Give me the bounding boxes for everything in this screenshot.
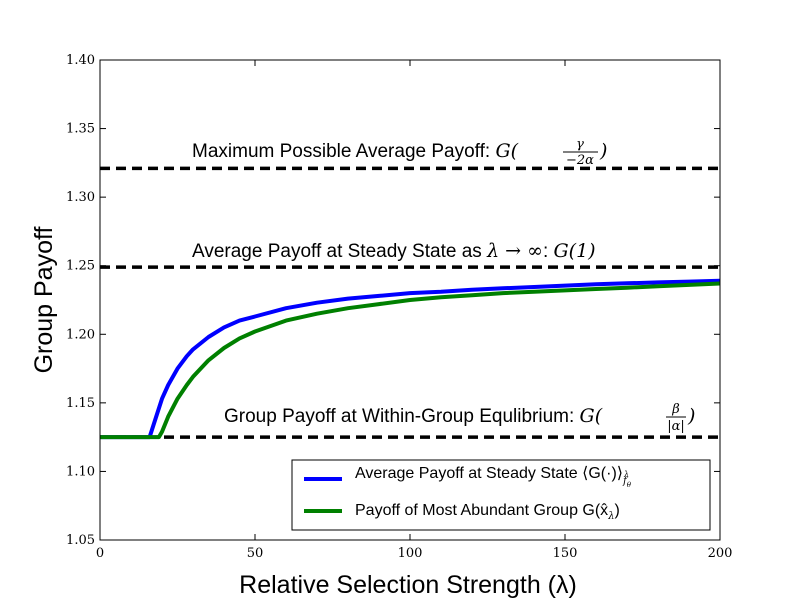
ref-fraction-within-group: β |α| ) — [666, 402, 695, 434]
y-tick-label: 1.30 — [66, 190, 95, 205]
fraction-denominator: |α| — [667, 419, 685, 434]
x-tick-label: 0 — [96, 546, 104, 561]
fraction-numerator: β — [671, 402, 680, 417]
series-line-1 — [100, 281, 721, 440]
reference-lines — [100, 166, 720, 439]
x-tick-label: 50 — [247, 546, 264, 561]
legend-frame — [291, 459, 711, 531]
ref-label-within-group: Group Payoff at Within-Group Equlibrium:… — [224, 405, 603, 427]
x-axis-title: Relative Selection Strength (λ) — [239, 571, 577, 599]
axis-ticks: 0 50 100 150 200 1.05 1.10 1.15 1.20 1.25 1.30 1.35… — [66, 53, 732, 561]
y-axis-title: Group Payoff — [30, 227, 58, 374]
legend-label-most-abundant: Payoff of Most Abundant Group G(x̂λ) — [355, 502, 620, 522]
x-tick-label: 200 — [708, 546, 733, 561]
ref-label-steady-state: Average Payoff at Steady State as λ → ∞:… — [192, 240, 596, 262]
legend-label-average-payoff: Average Payoff at Steady State ⟨G(·)⟩fθλ — [355, 465, 632, 489]
series-line-0 — [100, 278, 721, 440]
x-tick-label: 100 — [398, 546, 423, 561]
ref-math-suffix: ) — [687, 405, 695, 427]
y-tick-label: 1.05 — [66, 533, 95, 548]
y-tick-label: 1.10 — [66, 464, 95, 479]
series-lines — [100, 278, 721, 440]
x-tick-label: 150 — [553, 546, 578, 561]
ref-label-maximum: Maximum Possible Average Payoff: G( — [192, 140, 519, 162]
y-tick-label: 1.20 — [66, 327, 95, 342]
y-tick-label: 1.35 — [66, 122, 95, 137]
ref-math-suffix: ) — [599, 140, 607, 162]
y-tick-label: 1.15 — [66, 396, 95, 411]
fraction-denominator: −2α — [566, 153, 594, 168]
y-tick-label: 1.40 — [66, 53, 95, 68]
ref-fraction-maximum: γ −2α ) — [563, 137, 607, 168]
y-tick-label: 1.25 — [66, 259, 95, 274]
fraction-numerator: γ — [576, 137, 584, 152]
legend: Average Payoff at Steady State ⟨G(·)⟩fθλ… — [291, 459, 711, 531]
